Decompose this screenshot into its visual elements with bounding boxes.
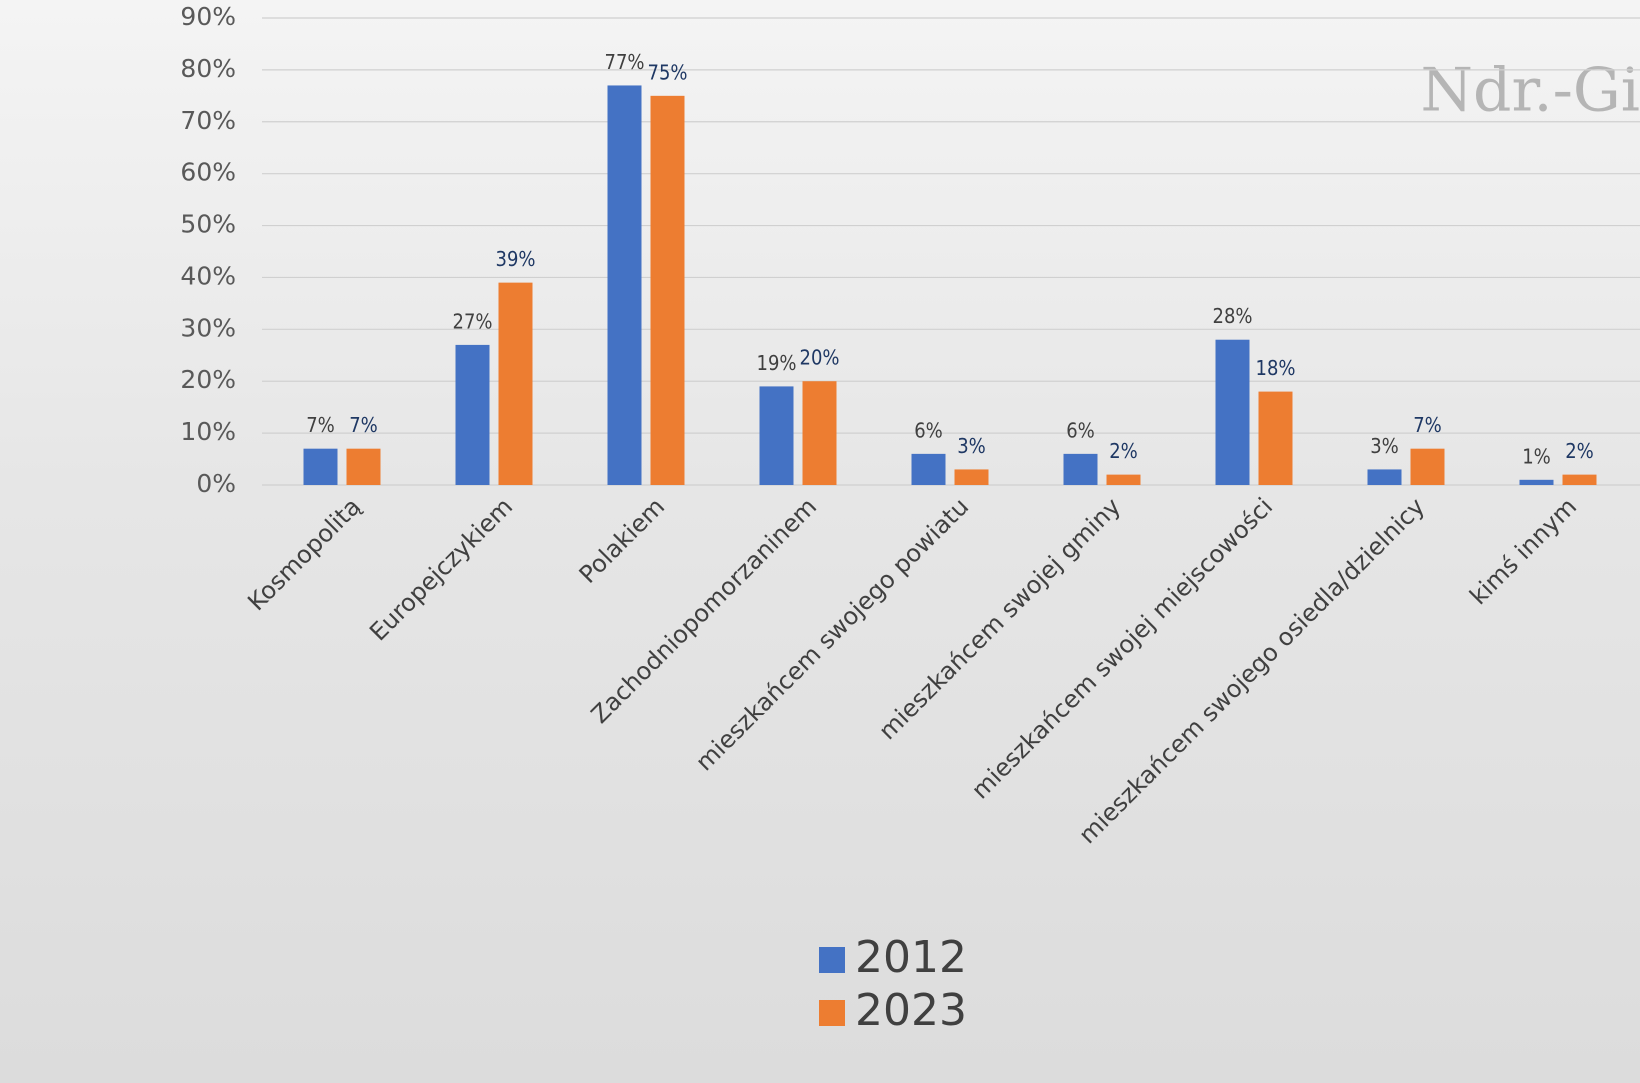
data-label: 6% bbox=[1066, 418, 1095, 442]
bar bbox=[1106, 474, 1141, 485]
legend-label: 2012 bbox=[855, 932, 967, 983]
y-tick-label: 80% bbox=[180, 54, 236, 83]
data-label: 39% bbox=[496, 247, 536, 271]
bar bbox=[650, 95, 685, 485]
data-label: 3% bbox=[1370, 434, 1399, 458]
legend-label: 2023 bbox=[855, 985, 967, 1036]
bar bbox=[954, 469, 989, 485]
data-label: 2% bbox=[1109, 439, 1138, 463]
legend-swatch bbox=[819, 947, 845, 973]
legend-swatch bbox=[819, 1000, 845, 1026]
data-label: 2% bbox=[1565, 439, 1594, 463]
data-label: 75% bbox=[648, 60, 688, 84]
data-label: 7% bbox=[349, 413, 378, 437]
y-tick-label: 30% bbox=[180, 313, 236, 342]
y-tick-label: 10% bbox=[180, 417, 236, 446]
y-tick-label: 40% bbox=[180, 261, 236, 290]
watermark: Ndr.-Gi bbox=[1421, 56, 1640, 126]
data-label: 77% bbox=[605, 50, 645, 74]
data-label: 28% bbox=[1213, 304, 1253, 328]
data-label: 18% bbox=[1256, 356, 1296, 380]
bar bbox=[607, 85, 642, 485]
y-tick-label: 20% bbox=[180, 365, 236, 394]
data-label: 6% bbox=[914, 418, 943, 442]
y-tick-label: 60% bbox=[180, 158, 236, 187]
bar bbox=[1063, 453, 1098, 485]
data-label: 7% bbox=[1413, 413, 1442, 437]
bar bbox=[346, 448, 381, 485]
bar bbox=[1367, 469, 1402, 485]
y-tick-label: 90% bbox=[180, 2, 236, 31]
bar bbox=[802, 381, 837, 485]
bar bbox=[303, 448, 338, 485]
data-label: 7% bbox=[306, 413, 335, 437]
bar bbox=[911, 453, 946, 485]
data-label: 1% bbox=[1522, 444, 1551, 468]
data-label: 3% bbox=[957, 434, 986, 458]
data-label: 27% bbox=[453, 309, 493, 333]
bar bbox=[1258, 391, 1293, 485]
y-tick-label: 70% bbox=[180, 106, 236, 135]
bar bbox=[455, 344, 490, 485]
bar bbox=[1562, 474, 1597, 485]
y-tick-label: 50% bbox=[180, 210, 236, 239]
data-label: 20% bbox=[800, 346, 840, 370]
bar bbox=[1215, 339, 1250, 485]
y-tick-label: 0% bbox=[196, 469, 236, 498]
bar bbox=[1410, 448, 1445, 485]
bar bbox=[498, 282, 533, 485]
bar bbox=[759, 386, 794, 485]
bar bbox=[1519, 479, 1554, 485]
data-label: 19% bbox=[757, 351, 797, 375]
